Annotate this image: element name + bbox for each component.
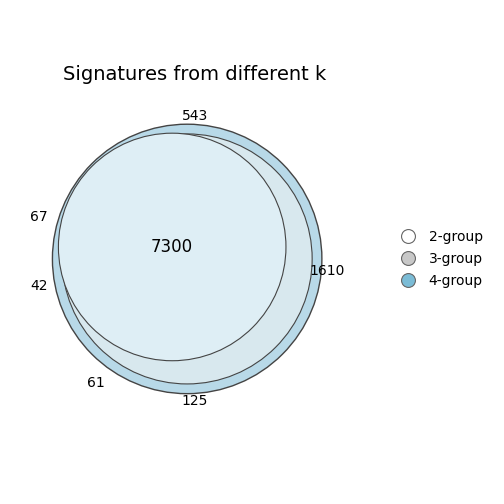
Text: 42: 42 xyxy=(30,279,48,293)
Text: 67: 67 xyxy=(30,210,48,224)
Title: Signatures from different k: Signatures from different k xyxy=(63,66,326,84)
Text: 7300: 7300 xyxy=(151,238,193,256)
Circle shape xyxy=(52,124,322,394)
Text: 125: 125 xyxy=(181,394,208,408)
Text: 61: 61 xyxy=(87,375,105,390)
Text: 543: 543 xyxy=(181,109,208,123)
Circle shape xyxy=(62,134,312,384)
Text: 1610: 1610 xyxy=(310,264,345,278)
Circle shape xyxy=(58,133,286,361)
Legend: 2-group, 3-group, 4-group: 2-group, 3-group, 4-group xyxy=(389,224,488,294)
